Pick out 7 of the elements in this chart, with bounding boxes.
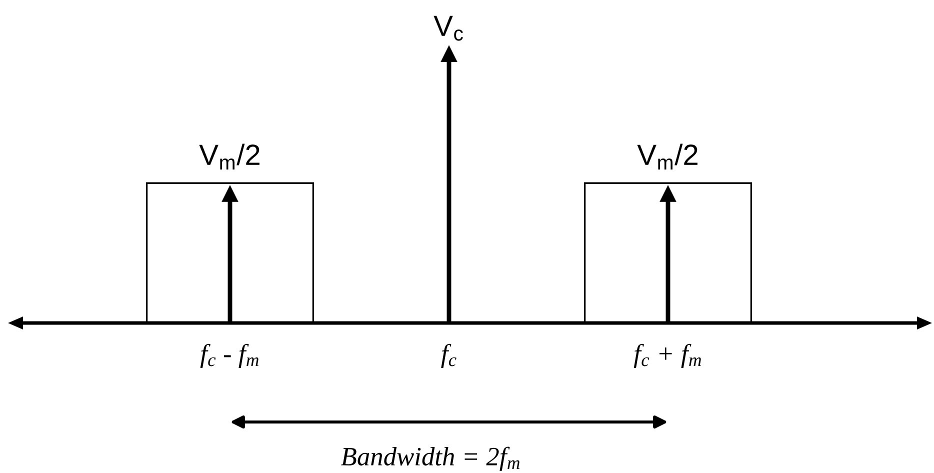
text: Bandwidth = 2f$_{m}$ xyxy=(341,446,520,471)
x-tick-label: f$_{c}$ + f$_{m}$ xyxy=(634,344,702,368)
annotation: V$_{c}$ xyxy=(434,16,463,41)
annotation: V$_{m}$/2 xyxy=(637,144,698,170)
annotation: V$_{m}$/2 xyxy=(199,144,260,170)
x-tick-label: f$_{c}$ xyxy=(441,344,456,368)
x-tick-label: f$_{c}$ - f$_{m}$ xyxy=(200,344,258,368)
